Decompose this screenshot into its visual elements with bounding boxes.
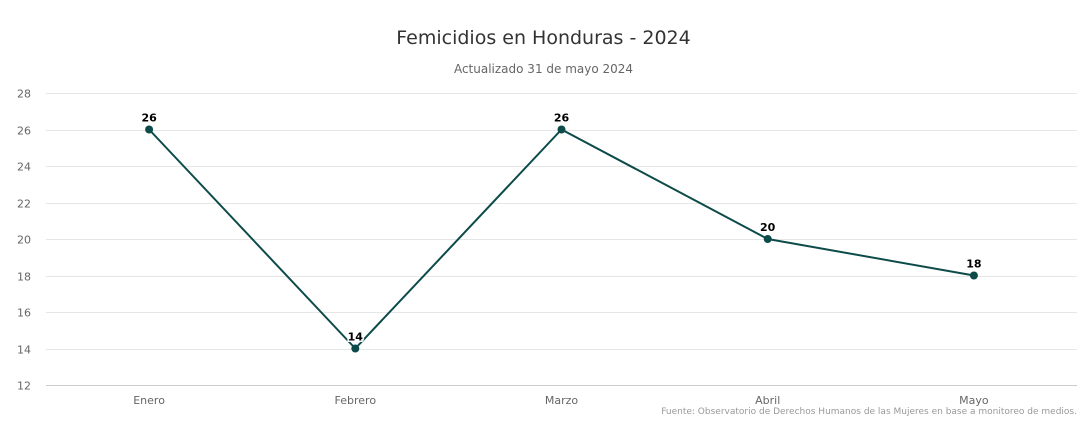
data-point[interactable] — [763, 235, 772, 243]
chart-title: Femicidios en Honduras - 2024 — [396, 27, 691, 49]
data-point[interactable] — [557, 125, 566, 134]
chart-credits[interactable]: Fuente: Observatorio de Derechos Humanos… — [661, 407, 1077, 417]
data-label: 14 — [348, 331, 364, 344]
chart-subtitle: Actualizado 31 de mayo 2024 — [453, 62, 634, 76]
x-tick-label: Abril — [755, 394, 780, 407]
series — [145, 125, 978, 353]
y-tick-label: 12 — [17, 380, 31, 393]
data-point[interactable] — [145, 125, 154, 134]
y-tick-label: 22 — [17, 198, 31, 211]
axes: 12 14 16 18 20 22 24 26 28 Enero Febrero Marzo Abril… — [17, 88, 1077, 407]
x-tick-label: Febrero — [335, 394, 377, 407]
y-tick-label: 18 — [17, 271, 31, 284]
data-point[interactable] — [969, 271, 978, 280]
data-label: 20 — [760, 221, 776, 234]
y-tick-label: 26 — [17, 125, 31, 138]
data-labels: 26 14 26 20 18 — [140, 110, 983, 345]
y-tick-label: 20 — [17, 234, 31, 247]
data-label: 26 — [554, 112, 570, 125]
y-tick-label: 28 — [17, 88, 31, 101]
x-tick-label: Mayo — [959, 394, 989, 407]
y-tick-label: 24 — [17, 161, 31, 174]
y-tick-label: 16 — [17, 307, 31, 320]
data-label: 26 — [141, 112, 157, 125]
y-tick-label: 14 — [17, 344, 31, 357]
x-tick-label: Marzo — [545, 394, 579, 407]
x-tick-label: Enero — [133, 394, 165, 407]
data-point[interactable] — [351, 344, 360, 353]
data-label: 18 — [966, 258, 981, 271]
